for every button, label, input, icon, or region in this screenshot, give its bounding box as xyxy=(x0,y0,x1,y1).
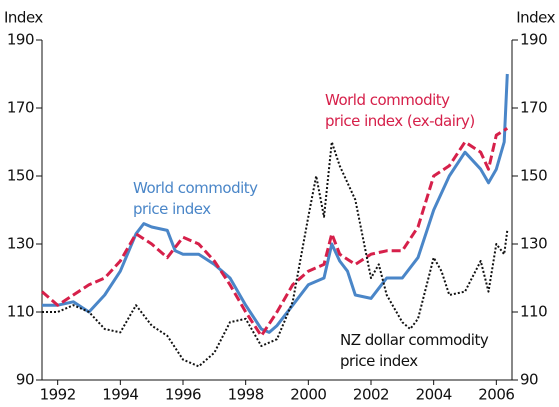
y2-tick-label: 150 xyxy=(520,167,547,185)
y-tick-label: 150 xyxy=(7,167,34,185)
x-tick-label: 1992 xyxy=(40,386,76,404)
y2-tick-label: 90 xyxy=(520,371,538,389)
series-label: World commodity price index (ex-dairy) xyxy=(325,91,475,130)
y2-tick-label: 130 xyxy=(520,235,547,253)
series-line xyxy=(42,73,509,334)
series-label-line: price index xyxy=(133,200,211,218)
series-label-line: price index xyxy=(340,352,418,370)
y2-tick-label: 190 xyxy=(520,31,547,49)
series-label-line: NZ dollar commodity xyxy=(340,331,489,349)
y2-tick-label: 170 xyxy=(520,99,547,117)
y-tick-label: 110 xyxy=(7,303,34,321)
x-tick-label: 2004 xyxy=(416,386,452,404)
x-tick-label: 1998 xyxy=(228,386,264,404)
x-tick-label: 1994 xyxy=(102,386,138,404)
series-line xyxy=(41,127,509,338)
y2-axis-label: Index xyxy=(516,9,555,27)
y-axis-label: Index xyxy=(4,9,43,27)
x-tick-label: 1996 xyxy=(165,386,201,404)
y-tick-label: 170 xyxy=(7,99,34,117)
x-tick-label: 2006 xyxy=(478,386,514,404)
x-tick-label: 2000 xyxy=(290,386,326,404)
y-tick-label: 90 xyxy=(16,371,34,389)
y2-tick-label: 110 xyxy=(520,303,547,321)
series-label: World commodity price index xyxy=(133,179,258,218)
series-line xyxy=(42,141,509,368)
series-label: NZ dollar commodity price index xyxy=(340,331,489,370)
series-label-line: price index (ex-dairy) xyxy=(325,112,475,130)
y-tick-label: 130 xyxy=(7,235,34,253)
series-label-line: World commodity xyxy=(133,179,258,197)
y-tick-label: 190 xyxy=(7,31,34,49)
series-label-line: World commodity xyxy=(325,91,450,109)
x-tick-label: 2002 xyxy=(353,386,389,404)
